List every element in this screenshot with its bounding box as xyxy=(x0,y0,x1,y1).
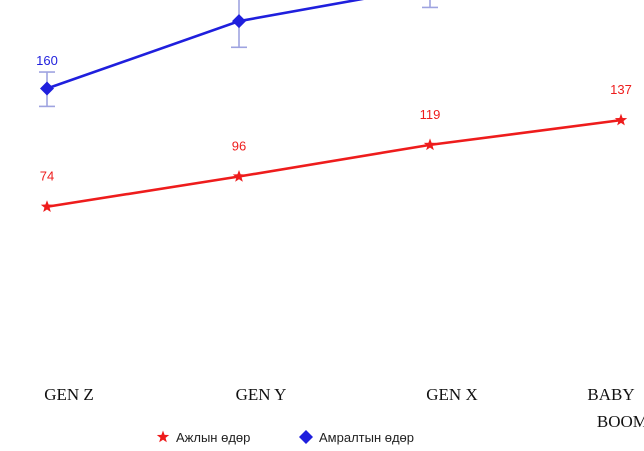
legend: Ажлын өдөр Амралтын өдөр xyxy=(156,430,414,445)
legend-marker xyxy=(156,430,170,443)
error-bar xyxy=(422,0,438,9)
data-point-workday xyxy=(40,200,54,212)
plot-area: 160209234242 74 96 119 137 xyxy=(36,0,632,212)
legend-label: Ажлын өдөр xyxy=(176,430,250,445)
data-label-workday: 74 xyxy=(40,169,54,184)
data-point-workday xyxy=(423,138,437,151)
data-point-workday xyxy=(232,170,246,182)
data-point-workday xyxy=(614,113,628,126)
data-label-workday: 137 xyxy=(610,82,632,97)
series-line-weekend xyxy=(46,0,365,90)
data-point-weekend xyxy=(232,14,246,29)
legend-item: Ажлын өдөр xyxy=(156,430,250,445)
data-point-weekend xyxy=(40,81,54,96)
data-label-workday: 96 xyxy=(232,138,246,153)
x-tick-label: GEN Y xyxy=(236,385,287,404)
x-axis-labels: GEN Z GEN Y GEN X BABYBOOMERS xyxy=(44,385,644,431)
x-tick-label: BABYBOOMERS xyxy=(587,385,644,431)
series-weekend: 160209234242 xyxy=(36,0,438,108)
series-line-workday xyxy=(46,118,622,209)
legend-item: Амралтын өдөр xyxy=(299,430,414,445)
data-label-workday: 119 xyxy=(420,107,441,122)
x-tick-label: GEN X xyxy=(426,385,477,404)
legend-label: Амралтын өдөр xyxy=(319,430,414,445)
data-label-weekend: 160 xyxy=(36,53,58,68)
series-workday: 74 96 119 137 xyxy=(40,82,632,212)
x-tick-label: GEN Z xyxy=(44,385,94,404)
legend-marker xyxy=(299,430,313,444)
